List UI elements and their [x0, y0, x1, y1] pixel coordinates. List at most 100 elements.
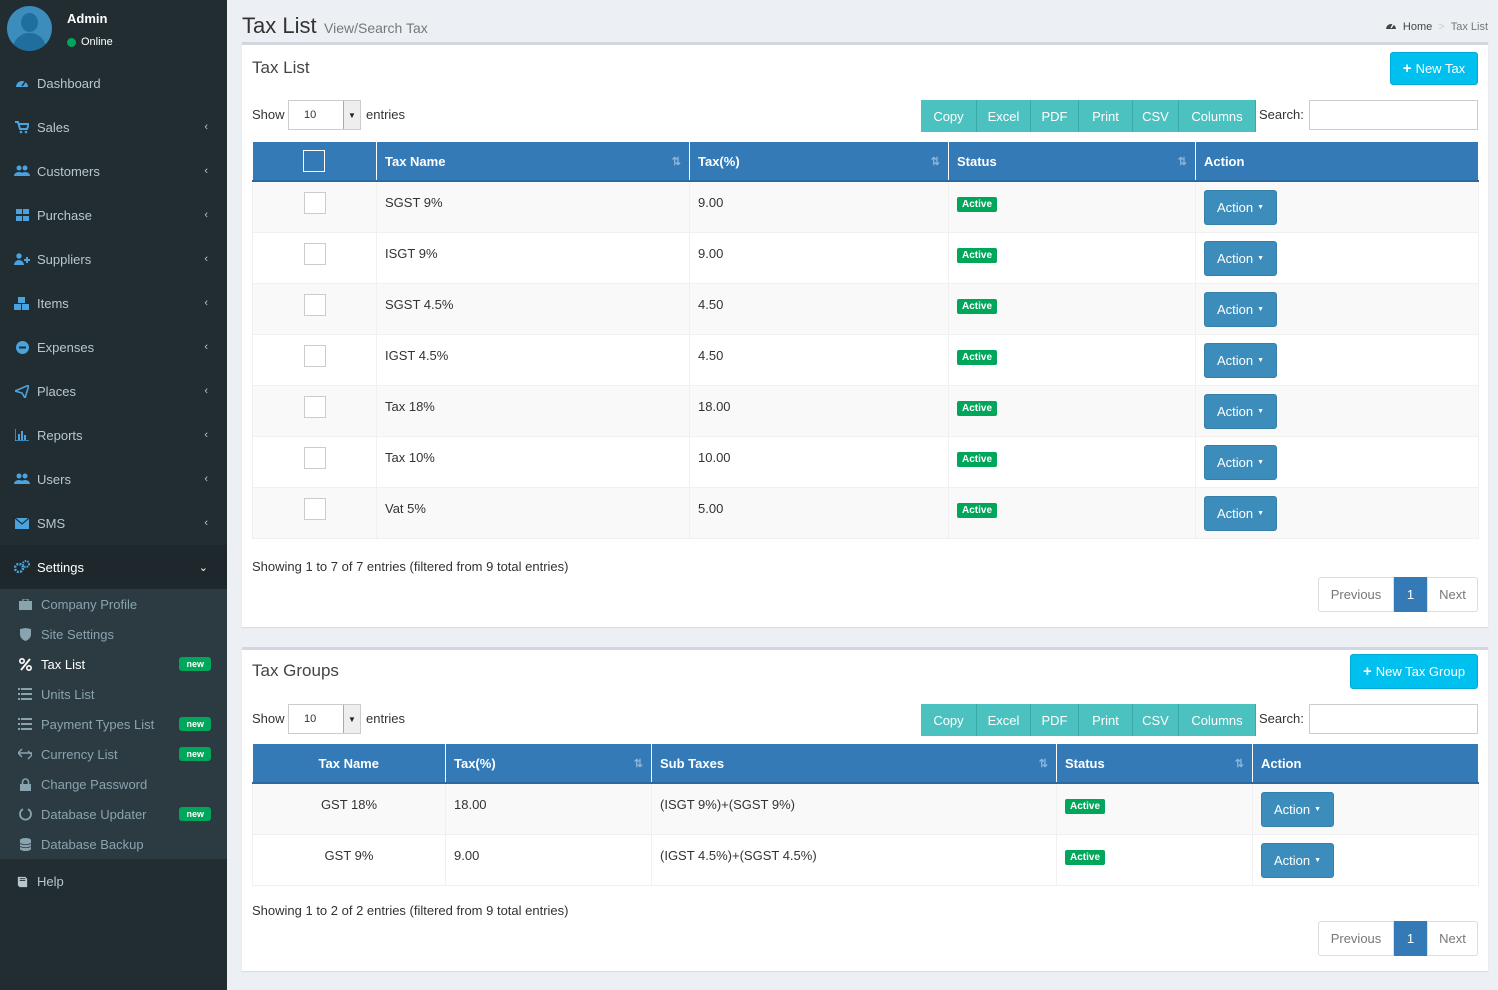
new-tax-group-button[interactable]: + New Tax Group: [1350, 654, 1478, 689]
col-tax-name[interactable]: Tax Name: [252, 744, 446, 784]
sidebar-item-users[interactable]: Users ‹: [0, 457, 227, 501]
col-tax-percent[interactable]: Tax(%) ⇅: [445, 744, 652, 784]
print-button[interactable]: Print: [1079, 100, 1133, 132]
row-checkbox[interactable]: [303, 344, 326, 367]
submenu-item-site-settings[interactable]: Site Settings: [0, 619, 227, 649]
sidebar-item-customers[interactable]: Customers ‹: [0, 149, 227, 193]
action-button[interactable]: Action ▼: [1204, 342, 1278, 378]
shield-icon: [18, 627, 32, 641]
col-status[interactable]: Status ⇅: [948, 142, 1196, 182]
pdf-button[interactable]: PDF: [1031, 704, 1079, 736]
sidebar-item-items[interactable]: Items ‹: [0, 281, 227, 325]
page-1-button[interactable]: 1: [1394, 577, 1427, 612]
sidebar-item-expenses[interactable]: Expenses ‹: [0, 325, 227, 369]
envelope-icon: [14, 517, 30, 529]
action-button[interactable]: Action ▼: [1204, 190, 1278, 225]
csv-button[interactable]: CSV: [1133, 100, 1179, 132]
user-name: Admin: [67, 11, 108, 26]
new-tax-button[interactable]: + New Tax: [1390, 52, 1478, 85]
circle-o-notch-icon: [18, 807, 32, 821]
grid-icon: [14, 209, 30, 221]
table-row: Tax 18% 18.00 Active Action ▼: [252, 384, 1479, 437]
col-tax-percent[interactable]: Tax(%) ⇅: [689, 142, 949, 182]
submenu-item-tax-list[interactable]: Tax List new: [0, 649, 227, 679]
sidebar-item-reports[interactable]: Reports ‹: [0, 413, 227, 457]
sidebar-item-help[interactable]: Help: [0, 859, 227, 903]
next-button[interactable]: Next: [1427, 577, 1478, 612]
row-checkbox[interactable]: [303, 395, 326, 418]
sidebar-item-sales[interactable]: Sales ‹: [0, 105, 227, 149]
print-button[interactable]: Print: [1079, 704, 1133, 736]
cell-tax-percent: 10.00: [689, 435, 949, 488]
row-checkbox[interactable]: [303, 242, 326, 265]
select-all-checkbox[interactable]: [303, 150, 326, 172]
columns-button[interactable]: Columns: [1179, 100, 1256, 132]
chevron-left-icon: ‹: [204, 473, 208, 485]
caret-down-icon: ▼: [1257, 458, 1265, 466]
sidebar-item-sms[interactable]: SMS ‹: [0, 501, 227, 545]
online-dot-icon: [67, 37, 76, 47]
sort-icon: ⇅: [1234, 758, 1244, 770]
search-input[interactable]: [1309, 100, 1478, 130]
page-length-select[interactable]: 10 ▼: [288, 100, 361, 130]
tax-table: Tax Name ⇅ Tax(%) ⇅ Status ⇅ Action SGST 9%…: [252, 142, 1479, 539]
previous-button[interactable]: Previous: [1318, 577, 1394, 612]
submenu-item-company-profile[interactable]: Company Profile: [0, 589, 227, 619]
submenu-item-units-list[interactable]: Units List: [0, 679, 227, 709]
row-checkbox[interactable]: [303, 446, 326, 469]
action-button[interactable]: Action ▼: [1261, 842, 1335, 878]
submenu-item-payment-types-list[interactable]: Payment Types List new: [0, 709, 227, 739]
status-badge: Active: [957, 451, 998, 467]
sidebar-item-settings[interactable]: Settings ⌄: [0, 545, 227, 589]
minus-circle-icon: [14, 340, 30, 354]
row-checkbox[interactable]: [303, 192, 326, 214]
table-row: GST 9% 9.00 (IGST 4.5%)+(SGST 4.5%) Active A…: [252, 833, 1479, 886]
sidebar-item-suppliers[interactable]: Suppliers ‹: [0, 237, 227, 281]
table-row: SGST 4.5% 4.50 Active Action ▼: [252, 282, 1479, 335]
cell-tax-percent: 18.00: [445, 782, 652, 835]
next-button[interactable]: Next: [1427, 921, 1478, 956]
caret-down-icon: ▼: [1257, 356, 1265, 364]
row-checkbox[interactable]: [303, 293, 326, 316]
sidebar: Admin Online Dashboard Sales ‹ Customers ‹ Pu…: [0, 0, 227, 990]
action-button[interactable]: Action ▼: [1204, 495, 1278, 531]
status-badge: Active: [957, 197, 998, 212]
excel-button[interactable]: Excel: [977, 100, 1031, 132]
submenu-item-currency-list[interactable]: Currency List new: [0, 739, 227, 769]
action-button[interactable]: Action ▼: [1204, 291, 1278, 327]
action-button[interactable]: Action ▼: [1261, 792, 1335, 827]
sidebar-item-purchase[interactable]: Purchase ‹: [0, 193, 227, 237]
cell-tax-name: SGST 4.5%: [376, 282, 690, 335]
excel-button[interactable]: Excel: [977, 704, 1031, 736]
col-status[interactable]: Status ⇅: [1056, 744, 1253, 784]
page-length-select[interactable]: 10 ▼: [288, 704, 361, 734]
submenu-item-database-backup[interactable]: Database Backup: [0, 829, 227, 859]
col-sub-taxes[interactable]: Sub Taxes ⇅: [651, 744, 1057, 784]
sidebar-item-places[interactable]: Places ‹: [0, 369, 227, 413]
action-button[interactable]: Action ▼: [1204, 444, 1278, 480]
pdf-button[interactable]: PDF: [1031, 100, 1079, 132]
action-button[interactable]: Action ▼: [1204, 240, 1278, 276]
copy-button[interactable]: Copy: [921, 100, 977, 132]
search-input[interactable]: [1309, 704, 1478, 734]
action-button[interactable]: Action ▼: [1204, 393, 1278, 429]
col-tax-name[interactable]: Tax Name ⇅: [376, 142, 690, 182]
submenu-item-change-password[interactable]: Change Password: [0, 769, 227, 799]
status-badge: Active: [1065, 849, 1106, 865]
exchange-icon: [18, 748, 32, 760]
row-checkbox[interactable]: [303, 497, 326, 520]
copy-button[interactable]: Copy: [921, 704, 977, 736]
breadcrumb: Home > Tax List: [1385, 20, 1488, 33]
submenu-item-database-updater[interactable]: Database Updater new: [0, 799, 227, 829]
bar-chart-icon: [14, 429, 30, 441]
previous-button[interactable]: Previous: [1318, 921, 1394, 956]
csv-button[interactable]: CSV: [1133, 704, 1179, 736]
cell-tax-name: GST 9%: [252, 833, 446, 886]
sidebar-item-dashboard[interactable]: Dashboard: [0, 61, 227, 105]
status-badge: Active: [957, 298, 998, 314]
user-status: Online: [67, 36, 113, 48]
page-1-button[interactable]: 1: [1394, 921, 1427, 956]
breadcrumb-home[interactable]: Home: [1402, 20, 1433, 33]
table-header: Tax Name ⇅ Tax(%) ⇅ Status ⇅ Action: [252, 142, 1479, 182]
columns-button[interactable]: Columns: [1179, 704, 1256, 736]
